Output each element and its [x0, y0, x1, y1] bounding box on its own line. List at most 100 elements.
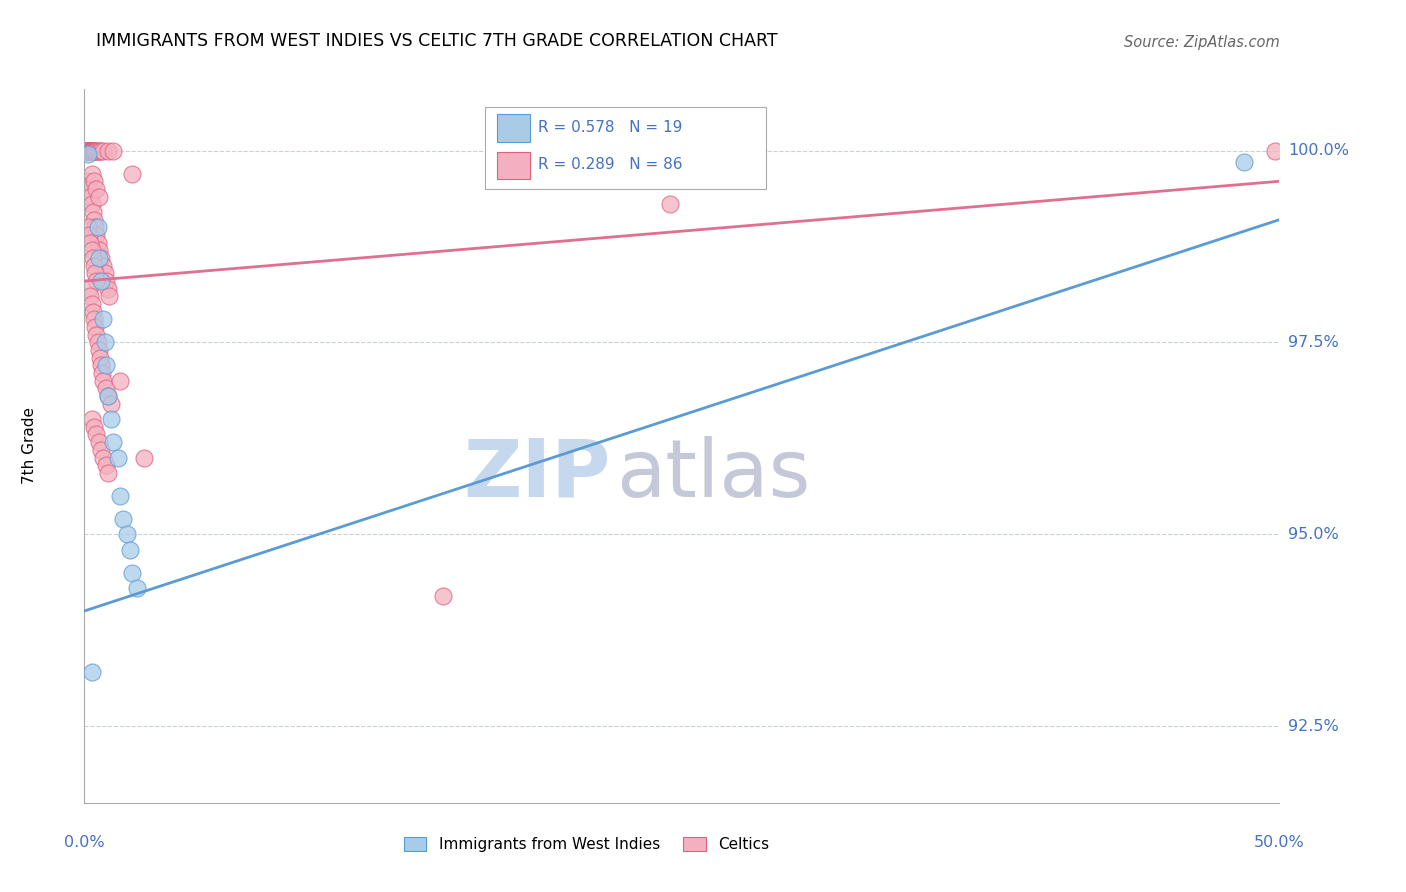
Point	[84, 320, 107, 334]
Point	[82, 251, 104, 265]
Point	[121, 167, 143, 181]
Point	[79, 235, 101, 250]
Point	[83, 144, 105, 158]
Point	[80, 665, 103, 680]
Point	[93, 144, 115, 158]
FancyBboxPatch shape	[496, 153, 530, 179]
Point	[86, 335, 108, 350]
Text: 100.0%: 100.0%	[1288, 143, 1348, 158]
Point	[110, 374, 132, 388]
Point	[132, 450, 156, 465]
Point	[98, 289, 121, 303]
Point	[110, 489, 132, 503]
Point	[118, 542, 141, 557]
Point	[97, 389, 120, 403]
FancyBboxPatch shape	[485, 107, 766, 189]
Point	[90, 251, 112, 265]
Point	[100, 397, 122, 411]
Point	[80, 167, 103, 181]
Point	[87, 343, 110, 357]
Point	[80, 297, 103, 311]
Point	[87, 189, 110, 203]
Point	[84, 266, 107, 280]
Point	[93, 312, 115, 326]
Point	[94, 274, 117, 288]
Point	[76, 144, 98, 158]
Point	[94, 359, 117, 373]
Point	[93, 335, 115, 350]
Point	[1233, 155, 1256, 169]
Text: 97.5%: 97.5%	[1288, 334, 1339, 350]
Point	[86, 227, 108, 242]
Point	[76, 144, 98, 158]
Point	[77, 227, 100, 242]
Point	[86, 144, 108, 158]
Point	[86, 427, 108, 442]
Point	[100, 412, 122, 426]
Point	[82, 144, 104, 158]
Point	[80, 144, 103, 158]
Point	[90, 274, 112, 288]
Point	[86, 235, 108, 250]
Point	[82, 144, 104, 158]
Point	[87, 144, 110, 158]
Point	[93, 450, 115, 465]
Point	[77, 182, 100, 196]
Point	[107, 450, 129, 465]
Point	[75, 144, 97, 158]
Point	[82, 304, 104, 318]
Point	[111, 512, 134, 526]
Point	[77, 282, 100, 296]
Point	[93, 374, 115, 388]
Point	[79, 144, 101, 158]
Point	[79, 289, 101, 303]
Point	[77, 144, 100, 158]
Point	[75, 144, 97, 158]
Text: 50.0%: 50.0%	[1254, 835, 1305, 850]
Text: R = 0.289   N = 86: R = 0.289 N = 86	[538, 157, 683, 172]
Point	[659, 197, 682, 211]
Point	[83, 212, 105, 227]
Point	[83, 144, 105, 158]
Point	[87, 251, 110, 265]
Point	[83, 144, 105, 158]
Point	[101, 435, 124, 450]
Text: IMMIGRANTS FROM WEST INDIES VS CELTIC 7TH GRADE CORRELATION CHART: IMMIGRANTS FROM WEST INDIES VS CELTIC 7T…	[96, 32, 778, 50]
Point	[86, 274, 108, 288]
Point	[82, 205, 104, 219]
Point	[79, 189, 101, 203]
Point	[76, 144, 98, 158]
Legend: Immigrants from West Indies, Celtics: Immigrants from West Indies, Celtics	[404, 838, 769, 852]
Text: 0.0%: 0.0%	[65, 835, 104, 850]
Point	[101, 144, 124, 158]
Point	[90, 144, 112, 158]
Point	[83, 419, 105, 434]
Point	[86, 182, 108, 196]
Point	[1264, 144, 1286, 158]
Point	[79, 144, 101, 158]
Point	[90, 442, 112, 457]
Point	[86, 327, 108, 342]
Point	[80, 197, 103, 211]
Text: 7th Grade: 7th Grade	[21, 408, 37, 484]
Point	[91, 366, 114, 380]
Point	[77, 144, 100, 158]
Point	[83, 174, 105, 188]
Point	[82, 144, 104, 158]
Point	[121, 566, 143, 580]
FancyBboxPatch shape	[496, 114, 530, 142]
Point	[80, 144, 103, 158]
Text: ZIP: ZIP	[463, 435, 610, 514]
Point	[77, 144, 100, 158]
Point	[94, 381, 117, 395]
Point	[77, 174, 100, 188]
Point	[117, 527, 139, 541]
Point	[97, 389, 120, 403]
Point	[86, 144, 108, 158]
Point	[125, 581, 148, 595]
Text: 92.5%: 92.5%	[1288, 719, 1339, 733]
Text: atlas: atlas	[616, 435, 810, 514]
Point	[93, 259, 115, 273]
Point	[77, 220, 100, 235]
Point	[93, 266, 115, 280]
